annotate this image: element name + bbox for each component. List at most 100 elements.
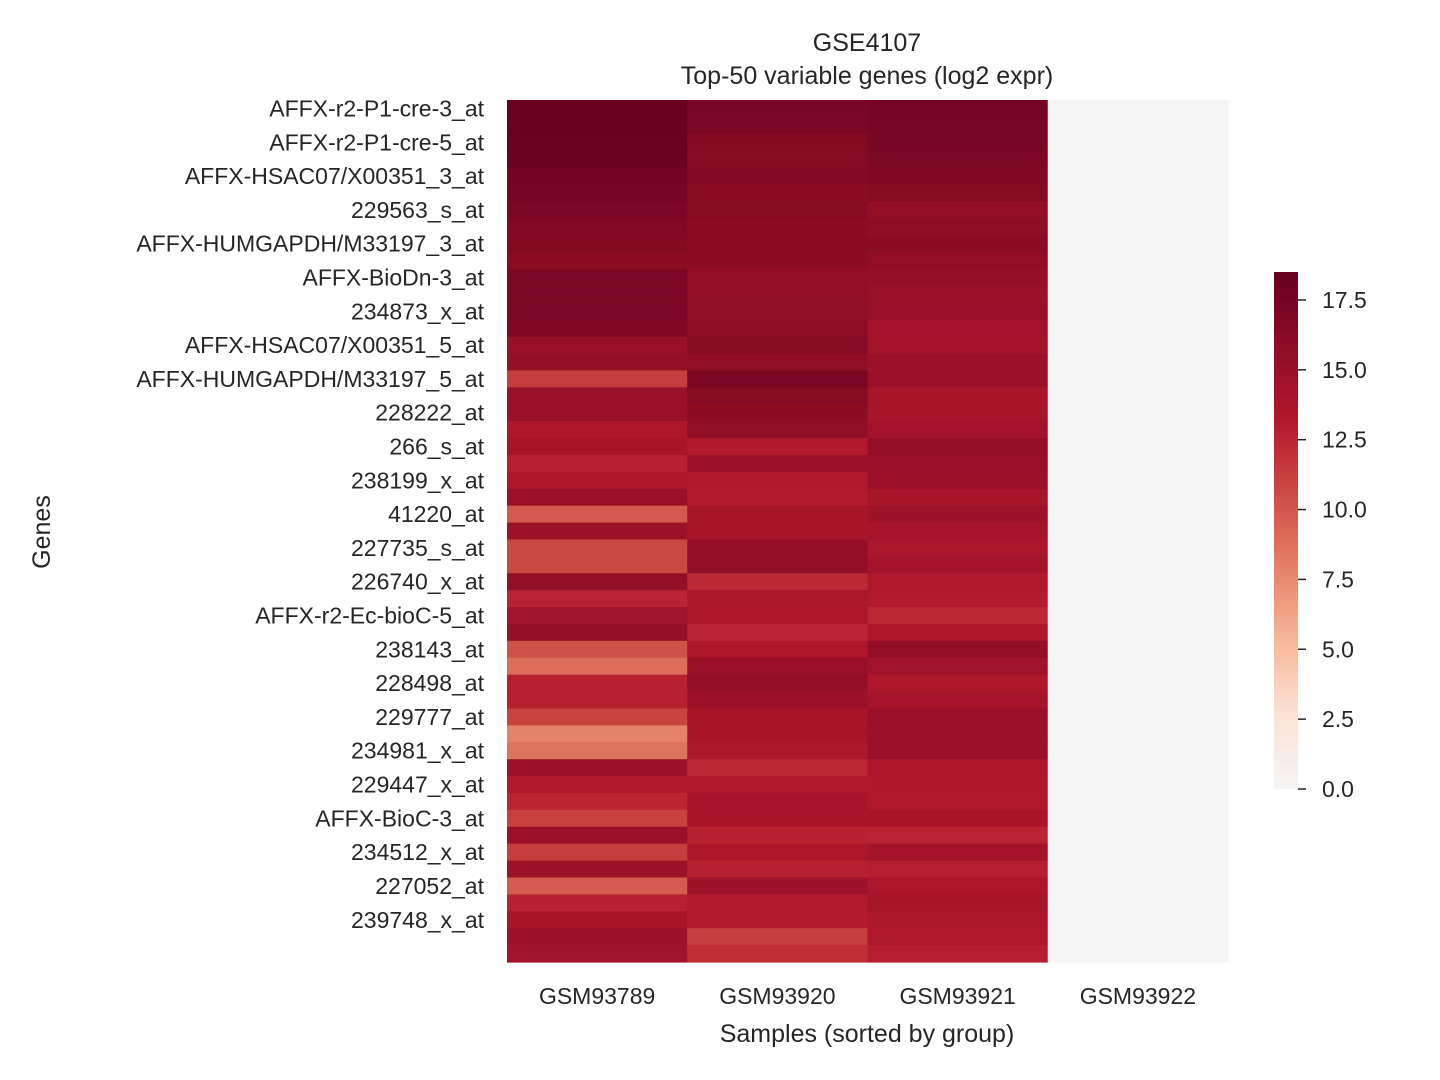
- row-tick-label: 226740_x_at: [351, 569, 485, 595]
- heatmap-cell: [867, 100, 1049, 118]
- heatmap-cell: [867, 556, 1049, 574]
- colorbar: [1274, 272, 1298, 789]
- heatmap-cell: [687, 235, 869, 253]
- heatmap-cell: [507, 742, 688, 760]
- heatmap-cell: [507, 623, 688, 642]
- heatmap-cell: [687, 336, 869, 355]
- colorbar-tick-label: 0.0: [1322, 776, 1354, 802]
- heatmap-cell: [1047, 201, 1229, 219]
- heatmap-cell: [507, 505, 688, 524]
- chart-title: GSE4107: [813, 29, 921, 57]
- heatmap-cell: [1047, 421, 1229, 439]
- heatmap-cell: [687, 742, 869, 760]
- heatmap-cell: [1047, 285, 1229, 304]
- heatmap-cell: [507, 336, 688, 355]
- heatmap-cell: [507, 471, 688, 490]
- heatmap-cell: [687, 708, 869, 726]
- heatmap-cell: [1047, 150, 1229, 169]
- heatmap-cell: [867, 421, 1049, 439]
- heatmap-cell: [1047, 471, 1229, 490]
- heatmap-cell: [867, 742, 1049, 760]
- heatmap-cell: [507, 269, 688, 287]
- heatmap-cell: [867, 269, 1049, 287]
- heatmap-cell: [1047, 877, 1229, 895]
- row-tick-label: AFFX-r2-P1-cre-5_at: [269, 129, 484, 155]
- heatmap-cell: [687, 421, 869, 439]
- heatmap-cell: [867, 792, 1049, 811]
- heatmap-cell: [867, 133, 1049, 152]
- heatmap-cell: [687, 759, 869, 777]
- heatmap-cell: [1047, 387, 1229, 405]
- heatmap-cell: [687, 894, 869, 912]
- row-tick-label: AFFX-HSAC07/X00351_5_at: [185, 332, 485, 358]
- heatmap-cell: [687, 792, 869, 811]
- heatmap-cell: [1047, 894, 1229, 912]
- heatmap-cell: [507, 387, 688, 405]
- heatmap-cell: [507, 116, 688, 135]
- heatmap-cell: [687, 454, 869, 473]
- heatmap-cell: [507, 860, 688, 879]
- heatmap-cell: [1047, 235, 1229, 253]
- row-tick-label: 41220_at: [388, 501, 485, 527]
- heatmap-cell: [1047, 116, 1229, 135]
- heatmap-cell: [507, 590, 688, 608]
- heatmap-cell: [507, 573, 688, 591]
- heatmap-cell: [687, 353, 869, 372]
- heatmap-cell: [507, 809, 688, 828]
- heatmap-cell: [507, 285, 688, 304]
- heatmap-cell: [507, 201, 688, 219]
- heatmap-cell: [687, 167, 869, 186]
- heatmap-cell: [507, 454, 688, 473]
- row-tick-label: 229777_at: [375, 704, 484, 730]
- heatmap-cell: [507, 150, 688, 169]
- heatmap-cell: [1047, 742, 1229, 760]
- heatmap-cell: [507, 438, 688, 456]
- heatmap-cell: [687, 302, 869, 321]
- heatmap-cell: [867, 607, 1049, 625]
- colorbar-tick-label: 7.5: [1322, 566, 1354, 592]
- heatmap-cell: [867, 911, 1049, 929]
- heatmap-cell: [1047, 725, 1229, 743]
- heatmap-cell: [867, 725, 1049, 743]
- heatmap-cell: [507, 945, 688, 963]
- heatmap-cell: [687, 573, 869, 591]
- row-tick-label: AFFX-r2-P1-cre-3_at: [269, 95, 484, 121]
- heatmap-cell: [687, 471, 869, 490]
- heatmap-cell: [867, 471, 1049, 490]
- heatmap-cell: [867, 928, 1049, 946]
- heatmap-cell: [687, 590, 869, 608]
- heatmap-cell: [867, 894, 1049, 912]
- heatmap-cell: [687, 522, 869, 541]
- heatmap-cell: [1047, 640, 1229, 659]
- colorbar-ticks: 0.0 2.5 5.0 7.5 10.0 12.5 15.0 17.5: [1298, 287, 1367, 802]
- heatmap-cell: [687, 370, 869, 388]
- heatmap-cell: [867, 116, 1049, 135]
- heatmap-cell: [1047, 590, 1229, 608]
- heatmap-cell: [687, 826, 869, 845]
- heatmap-cell: [687, 911, 869, 929]
- heatmap-cell: [1047, 792, 1229, 811]
- heatmap-cell: [687, 252, 869, 270]
- heatmap-cell: [687, 860, 869, 879]
- heatmap-cell: [507, 759, 688, 777]
- heatmap-cell: [1047, 269, 1229, 287]
- heatmap-cell: [687, 201, 869, 219]
- heatmap-cell: [507, 539, 688, 557]
- heatmap-cell: [867, 776, 1049, 794]
- heatmap-cell: [687, 438, 869, 456]
- heatmap-cell: [867, 201, 1049, 219]
- heatmap-cell: [867, 674, 1049, 693]
- heatmap-cell: [1047, 607, 1229, 625]
- heatmap-cell: [867, 708, 1049, 726]
- heatmap-cell: [687, 133, 869, 152]
- heatmap-cell: [1047, 133, 1229, 152]
- heatmap-cell: [867, 522, 1049, 541]
- heatmap-cell: [867, 640, 1049, 659]
- row-tick-label: AFFX-BioDn-3_at: [302, 264, 484, 290]
- heatmap-cell: [1047, 488, 1229, 507]
- heatmap-cell: [1047, 252, 1229, 270]
- heatmap-cell: [507, 404, 688, 422]
- heatmap-cell: [507, 911, 688, 929]
- heatmap-cell: [867, 691, 1049, 710]
